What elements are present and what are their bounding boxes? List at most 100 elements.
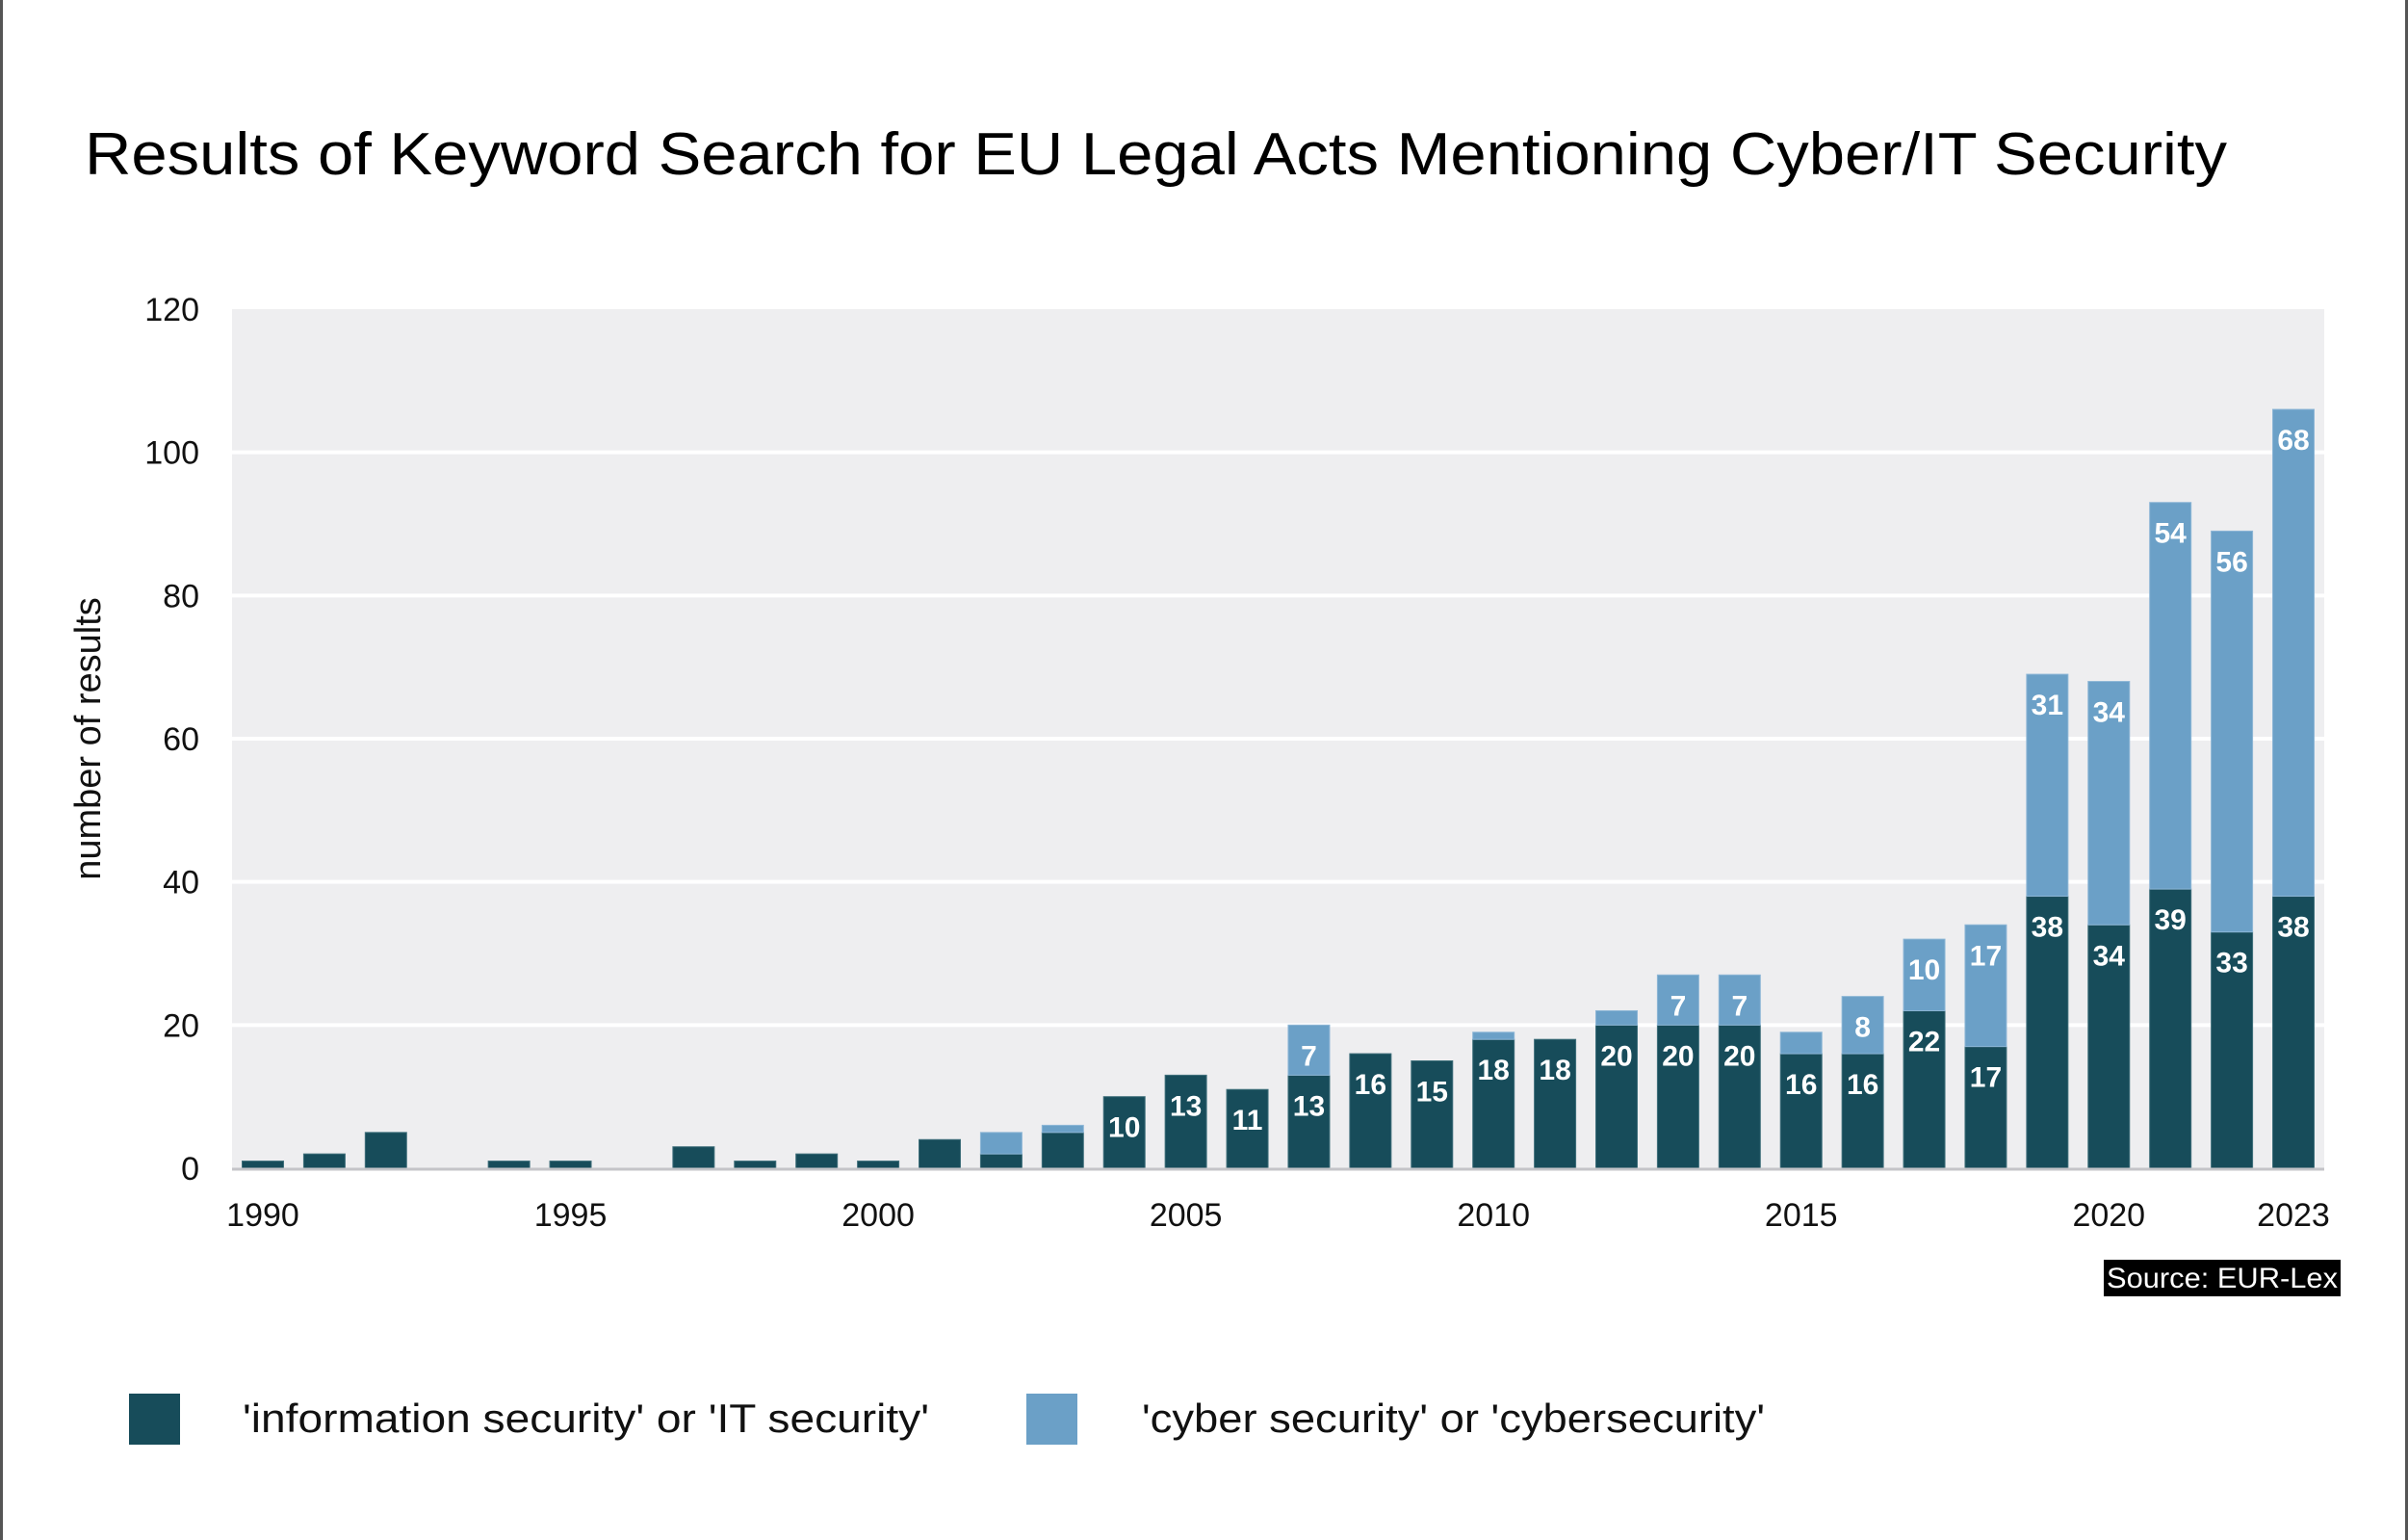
bar-information-security [1534,1038,1577,1169]
data-label: 17 [1970,940,2002,972]
bar-information-security [1287,1074,1331,1169]
data-label: 13 [1170,1090,1202,1122]
legend-swatch-cyber-security [1026,1394,1077,1445]
bar-information-security [1595,1024,1638,1169]
bar-information-security [2272,896,2315,1169]
x-tick-label: 2020 [2072,1197,2145,1234]
data-label: 20 [1600,1040,1632,1072]
data-labels: 10 13 11 13 7 16 15 18 18 20 20 7 20 7 16 16 8 22 10 17 17 38… [1108,425,2310,1144]
bar-cyber-security [1656,974,1699,1026]
bar-information-security [2149,888,2192,1169]
y-tick-label: 100 [144,435,199,472]
bar-cyber-security [1718,974,1761,1026]
bar-information-security [672,1146,715,1169]
source-text: Source: EUR-Lex [2107,1263,2338,1294]
bars [242,408,2315,1169]
bar-information-security [1718,1024,1761,1169]
legend-swatch-information-security [129,1394,180,1445]
data-label: 20 [1662,1040,1694,1072]
x-axis-ticks: 1990 1995 2000 2005 2010 2015 2020 2023 [226,1197,2330,1234]
bar-cyber-security [2149,502,2192,890]
data-label: 7 [1670,990,1687,1022]
data-label: 20 [1723,1040,1755,1072]
y-axis-label: number of results [68,597,109,880]
data-label: 17 [1970,1062,2002,1094]
source-box [2104,1260,2341,1296]
bar-cyber-security [2087,681,2131,926]
x-tick-label: 1990 [226,1197,299,1234]
bar-information-security [302,1153,346,1169]
data-label: 7 [1301,1040,1317,1072]
data-label: 31 [2032,690,2063,721]
bar-information-security [1102,1096,1146,1169]
bar-information-security [1164,1074,1207,1169]
bar-information-security [242,1161,284,1169]
x-tick-label: 2015 [1765,1197,1838,1234]
data-label: 15 [1416,1077,1448,1109]
y-tick-label: 80 [163,578,199,614]
y-tick-label: 20 [163,1007,199,1044]
chart-title: Results of Keyword Search for EU Legal A… [85,121,2227,188]
data-label: 38 [2277,912,2309,944]
bar-information-security [857,1161,900,1169]
y-tick-label: 40 [163,865,199,901]
data-label: 16 [1847,1069,1878,1101]
x-tick-label: 2005 [1150,1197,1223,1234]
bar-cyber-security [1595,1009,1638,1026]
bar-cyber-security [1472,1031,1515,1040]
bar-cyber-security [1964,924,2007,1048]
data-label: 16 [1355,1069,1386,1101]
bar-information-security [2026,896,2069,1169]
bar-cyber-security [1041,1124,1084,1134]
data-label: 7 [1731,990,1748,1022]
x-tick-label: 2023 [2257,1197,2330,1234]
bar-information-security [1226,1088,1269,1169]
data-label: 54 [2154,518,2187,550]
bar-cyber-security [1779,1031,1823,1055]
data-label: 68 [2277,425,2309,457]
bar-information-security [364,1132,407,1169]
data-label: 10 [1908,954,1940,986]
x-tick-label: 2010 [1457,1197,1530,1234]
data-label: 10 [1108,1112,1140,1144]
bar-information-security [549,1161,592,1169]
bar-information-security [487,1161,531,1169]
bar-information-security [1656,1024,1699,1169]
bar-information-security [979,1153,1023,1169]
data-label: 22 [1908,1026,1940,1057]
y-tick-label: 120 [144,292,199,328]
bar-information-security [1041,1132,1084,1169]
data-label: 34 [2093,940,2126,972]
bar-information-security [1779,1053,1823,1169]
data-label: 18 [1539,1055,1570,1086]
bar-cyber-security [1287,1024,1331,1076]
bar-cyber-security [2272,408,2315,898]
legend: 'information security' or 'IT security' … [129,1394,1765,1445]
data-label: 33 [2215,948,2247,979]
legend-label-information-security: 'information security' or 'IT security' [243,1396,929,1441]
data-label: 11 [1232,1105,1263,1136]
x-tick-label: 1995 [534,1197,608,1234]
data-label: 56 [2215,546,2247,578]
y-axis-ticks: 0 20 40 60 80 100 120 [144,292,199,1188]
bar-cyber-security [1903,938,1946,1011]
y-tick-label: 60 [163,721,199,758]
data-label: 38 [2032,912,2063,944]
bar-information-security [1903,1009,1946,1169]
data-label: 16 [1785,1069,1817,1101]
bar-information-security [919,1138,961,1169]
bar-cyber-security [2211,530,2254,933]
x-tick-label: 2000 [842,1197,915,1234]
bar-cyber-security [2026,673,2069,898]
bar-information-security [1472,1038,1515,1169]
data-label: 39 [2154,904,2186,936]
legend-label-cyber-security: 'cyber security' or 'cybersecurity' [1142,1396,1765,1441]
y-tick-label: 0 [181,1151,199,1188]
data-label: 8 [1854,1012,1871,1044]
data-label: 18 [1477,1055,1509,1086]
data-label: 34 [2093,697,2126,729]
data-label: 13 [1293,1090,1325,1122]
bar-information-security [795,1153,839,1169]
